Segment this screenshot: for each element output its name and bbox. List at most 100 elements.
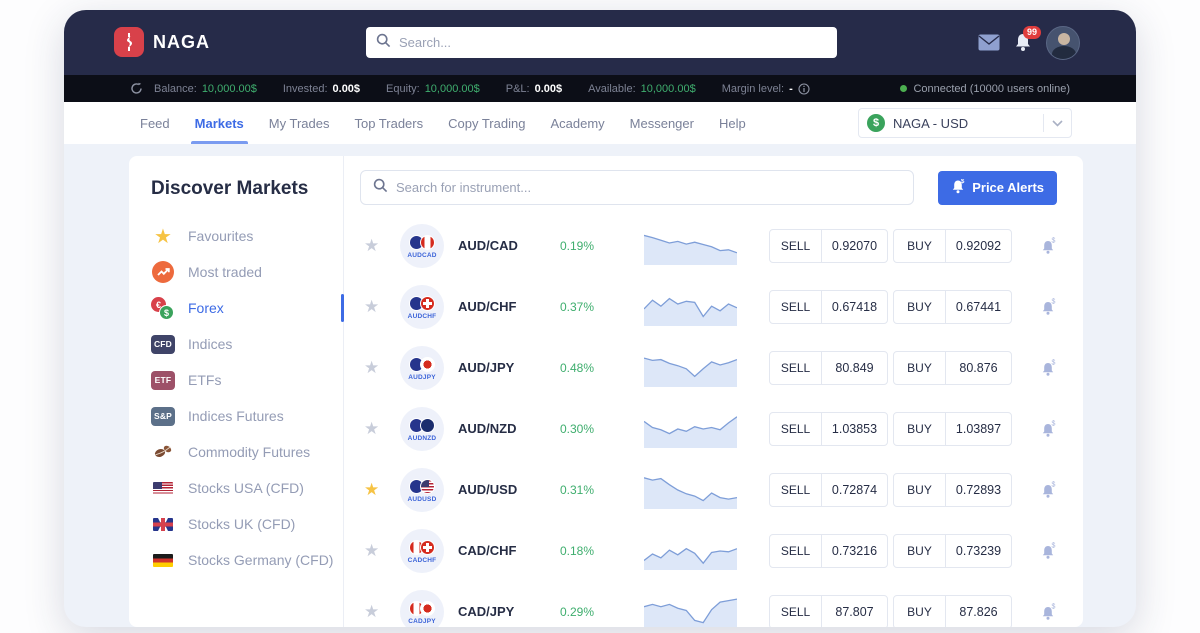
sidebar-item-commodity-futures[interactable]: Stocks USA (CFD) Commodity Futures bbox=[151, 434, 343, 470]
price-alert-bell-icon[interactable]: $ bbox=[1040, 359, 1057, 377]
price-alert-bell-icon[interactable]: $ bbox=[1040, 481, 1057, 499]
price-alert-bell-icon[interactable]: $ bbox=[1040, 420, 1057, 438]
instrument-row[interactable]: ★ CADCHF CAD/CHF 0.18% SELL 0.73216 BUY … bbox=[360, 520, 1057, 581]
sparkline-chart bbox=[643, 288, 738, 326]
instrument-row[interactable]: ★ AUDUSD AUD/USD 0.31% SELL 0.72874 BUY … bbox=[360, 459, 1057, 520]
sparkline-chart bbox=[643, 532, 738, 570]
buy-button[interactable]: BUY 0.67441 bbox=[893, 289, 1012, 324]
tab-copy-trading[interactable]: Copy Trading bbox=[448, 115, 526, 131]
sparkline-chart bbox=[643, 471, 738, 509]
notification-badge: 99 bbox=[1022, 26, 1041, 39]
favourite-star[interactable]: ★ bbox=[364, 540, 380, 560]
account-selector[interactable]: $ NAGA - USD bbox=[858, 108, 1072, 138]
sidebar-item-forex[interactable]: € $ Forex bbox=[151, 290, 344, 326]
sell-button[interactable]: SELL 80.849 bbox=[769, 350, 888, 385]
svg-text:$: $ bbox=[1052, 420, 1056, 427]
favourite-star[interactable]: ★ bbox=[364, 357, 380, 377]
notifications-button[interactable]: 99 bbox=[1014, 26, 1041, 52]
sidebar-item-etfs[interactable]: ETF ETFs bbox=[151, 362, 343, 398]
favourite-star[interactable]: ★ bbox=[364, 479, 380, 499]
tab-academy[interactable]: Academy bbox=[550, 115, 605, 131]
sparkline-chart bbox=[643, 593, 738, 627]
available-item: Available: 10,000.00$ bbox=[588, 82, 696, 95]
sell-button[interactable]: SELL 87.807 bbox=[769, 594, 888, 627]
sell-button[interactable]: SELL 0.73216 bbox=[769, 533, 888, 568]
search-icon bbox=[376, 33, 391, 53]
global-search[interactable] bbox=[366, 27, 837, 58]
tab-messenger[interactable]: Messenger bbox=[629, 115, 694, 131]
svg-text:$: $ bbox=[961, 179, 965, 185]
online-dot bbox=[900, 85, 908, 92]
sell-price: 1.03853 bbox=[831, 421, 878, 436]
uk-flag-icon bbox=[151, 512, 175, 536]
pair-code: AUDCHF bbox=[407, 312, 437, 320]
sidebar-item-stocks-uk[interactable]: Stocks UK (CFD) bbox=[151, 506, 343, 542]
favourite-star[interactable]: ★ bbox=[364, 296, 380, 316]
buy-label: BUY bbox=[894, 229, 946, 262]
sidebar-item-most-traded[interactable]: Most traded bbox=[151, 254, 343, 290]
pair-name: AUD/USD bbox=[458, 482, 518, 497]
pair-icon: AUDNZD bbox=[400, 406, 444, 451]
sidebar-item-stocks-germany[interactable]: Stocks Germany (CFD) bbox=[151, 542, 343, 578]
tab-help[interactable]: Help bbox=[718, 115, 746, 131]
buy-label: BUY bbox=[894, 595, 946, 627]
sidebar-item-stocks-usa[interactable]: Stocks USA (CFD) bbox=[151, 470, 343, 506]
instrument-row[interactable]: ★ AUDCAD AUD/CAD 0.19% SELL 0.92070 BUY … bbox=[360, 215, 1057, 276]
info-icon[interactable] bbox=[798, 82, 810, 95]
connection-status: Connected (10000 users online) bbox=[900, 83, 1070, 95]
messages-button[interactable] bbox=[978, 34, 1000, 51]
pair-icon: AUDCHF bbox=[400, 284, 444, 329]
sell-price: 87.807 bbox=[835, 604, 874, 619]
buy-button[interactable]: BUY 0.92092 bbox=[893, 228, 1012, 263]
price-alert-bell-icon[interactable]: $ bbox=[1040, 237, 1057, 255]
sell-label: SELL bbox=[770, 229, 822, 262]
pair-change: 0.19% bbox=[560, 238, 595, 253]
naga-logo-icon bbox=[114, 27, 144, 57]
buy-button[interactable]: BUY 80.876 bbox=[893, 350, 1012, 385]
sell-button[interactable]: SELL 0.92070 bbox=[769, 228, 888, 263]
buy-button[interactable]: BUY 1.03897 bbox=[893, 411, 1012, 446]
price-alerts-button[interactable]: $ Price Alerts bbox=[938, 170, 1057, 205]
sell-button[interactable]: SELL 1.03853 bbox=[769, 411, 888, 446]
instrument-list: ★ AUDCAD AUD/CAD 0.19% SELL 0.92070 BUY … bbox=[360, 215, 1057, 627]
buy-label: BUY bbox=[894, 290, 946, 323]
sidebar-item-indices[interactable]: CFD Indices bbox=[151, 326, 343, 362]
favourite-star[interactable]: ★ bbox=[364, 235, 380, 255]
instrument-row[interactable]: ★ CADJPY CAD/JPY 0.29% SELL 87.807 BUY 8… bbox=[360, 581, 1057, 627]
usa-flag-icon bbox=[151, 476, 175, 500]
tab-my-trades[interactable]: My Trades bbox=[268, 115, 330, 131]
tab-feed[interactable]: Feed bbox=[140, 115, 170, 131]
global-search-input[interactable] bbox=[399, 35, 827, 50]
tab-markets[interactable]: Markets bbox=[190, 102, 248, 144]
naga-logo[interactable]: NAGA bbox=[114, 27, 210, 57]
instrument-row[interactable]: ★ AUDJPY AUD/JPY 0.48% SELL 80.849 BUY 8… bbox=[360, 337, 1057, 398]
sidebar-item-indices-futures[interactable]: S&P Indices Futures bbox=[151, 398, 343, 434]
sell-price: 80.849 bbox=[835, 360, 874, 375]
favourite-star[interactable]: ★ bbox=[364, 418, 380, 438]
price-alert-bell-icon[interactable]: $ bbox=[1040, 298, 1057, 316]
buy-button[interactable]: BUY 0.72893 bbox=[893, 472, 1012, 507]
pair-code: CADJPY bbox=[408, 617, 436, 625]
buy-button[interactable]: BUY 0.73239 bbox=[893, 533, 1012, 568]
buy-price: 0.73239 bbox=[955, 543, 1002, 558]
instrument-search[interactable] bbox=[360, 170, 915, 205]
price-alert-bell-icon[interactable]: $ bbox=[1040, 603, 1057, 621]
sell-button[interactable]: SELL 0.67418 bbox=[769, 289, 888, 324]
instrument-row[interactable]: ★ AUDCHF AUD/CHF 0.37% SELL 0.67418 BUY … bbox=[360, 276, 1057, 337]
tab-top-traders[interactable]: Top Traders bbox=[354, 115, 424, 131]
sell-label: SELL bbox=[770, 595, 822, 627]
cfd-badge-icon: CFD bbox=[151, 332, 175, 356]
instrument-row[interactable]: ★ AUDNZD AUD/NZD 0.30% SELL 1.03853 BUY … bbox=[360, 398, 1057, 459]
favourite-star[interactable]: ★ bbox=[364, 601, 380, 621]
sidebar-item-favourites[interactable]: ★ Favourites bbox=[151, 218, 343, 254]
price-alert-bell-icon[interactable]: $ bbox=[1040, 542, 1057, 560]
quote-flag-icon bbox=[420, 478, 435, 494]
pair-name: AUD/CHF bbox=[458, 299, 517, 314]
buy-button[interactable]: BUY 87.826 bbox=[893, 594, 1012, 627]
instrument-search-input[interactable] bbox=[396, 180, 902, 195]
user-avatar[interactable] bbox=[1046, 25, 1080, 60]
refresh-icon[interactable] bbox=[130, 82, 143, 95]
sp-badge-icon: S&P bbox=[151, 404, 175, 428]
pair-icon: AUDUSD bbox=[400, 467, 444, 512]
sell-button[interactable]: SELL 0.72874 bbox=[769, 472, 888, 507]
